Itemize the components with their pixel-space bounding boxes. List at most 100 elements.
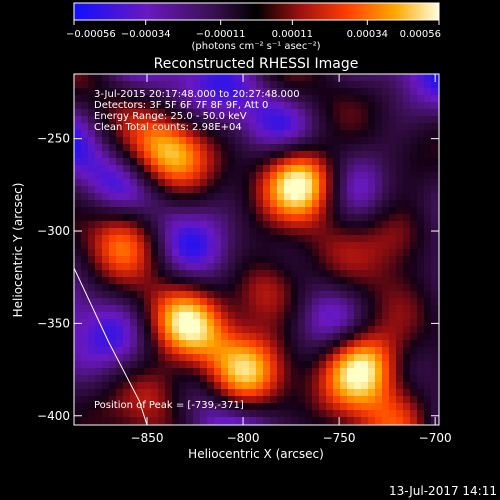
heatmap-cell bbox=[284, 116, 291, 123]
heatmap-cell bbox=[361, 368, 368, 375]
heatmap-cell bbox=[270, 95, 277, 102]
heatmap-cell bbox=[158, 214, 165, 221]
heatmap-cell bbox=[95, 137, 102, 144]
heatmap-cell bbox=[109, 256, 116, 263]
heatmap-cell bbox=[396, 214, 403, 221]
heatmap-cell bbox=[431, 298, 438, 305]
heatmap-cell bbox=[270, 242, 277, 249]
heatmap-cell bbox=[424, 102, 431, 109]
heatmap-cell bbox=[382, 249, 389, 256]
heatmap-cell bbox=[193, 242, 200, 249]
heatmap-cell bbox=[263, 277, 270, 284]
heatmap-cell bbox=[375, 144, 382, 151]
heatmap-cell bbox=[291, 228, 298, 235]
heatmap-cell bbox=[270, 235, 277, 242]
heatmap-cell bbox=[326, 340, 333, 347]
heatmap-cell bbox=[102, 312, 109, 319]
heatmap-cell bbox=[116, 291, 123, 298]
heatmap-cell bbox=[368, 333, 375, 340]
heatmap-cell bbox=[396, 74, 403, 81]
heatmap-cell bbox=[326, 277, 333, 284]
heatmap-cell bbox=[403, 137, 410, 144]
heatmap-cell bbox=[102, 74, 109, 81]
heatmap-cell bbox=[403, 207, 410, 214]
heatmap-cell bbox=[116, 221, 123, 228]
heatmap-cell bbox=[382, 319, 389, 326]
heatmap-cell bbox=[221, 81, 228, 88]
heatmap-cell bbox=[102, 326, 109, 333]
heatmap-cell bbox=[116, 95, 123, 102]
heatmap-cell bbox=[249, 242, 256, 249]
heatmap-cell bbox=[144, 193, 151, 200]
heatmap-cell bbox=[270, 312, 277, 319]
heatmap-cell bbox=[312, 172, 319, 179]
heatmap-cell bbox=[109, 102, 116, 109]
heatmap-cell bbox=[151, 375, 158, 382]
heatmap-cell bbox=[242, 368, 249, 375]
heatmap-cell bbox=[361, 186, 368, 193]
heatmap-cell bbox=[88, 354, 95, 361]
heatmap-cell bbox=[165, 354, 172, 361]
heatmap-cell bbox=[242, 270, 249, 277]
heatmap-cell bbox=[291, 144, 298, 151]
heatmap-cell bbox=[340, 81, 347, 88]
heatmap-cell bbox=[389, 263, 396, 270]
heatmap-cell bbox=[221, 123, 228, 130]
heatmap-cell bbox=[284, 200, 291, 207]
heatmap-cell bbox=[340, 403, 347, 410]
heatmap-cell bbox=[368, 368, 375, 375]
heatmap-cell bbox=[165, 417, 172, 424]
heatmap-cell bbox=[151, 235, 158, 242]
heatmap-cell bbox=[242, 249, 249, 256]
heatmap-cell bbox=[424, 228, 431, 235]
heatmap-cell bbox=[95, 179, 102, 186]
heatmap-cell bbox=[284, 389, 291, 396]
heatmap-cell bbox=[151, 102, 158, 109]
heatmap-cell bbox=[270, 165, 277, 172]
heatmap-cell bbox=[116, 263, 123, 270]
heatmap-cell bbox=[109, 382, 116, 389]
heatmap-cell bbox=[368, 389, 375, 396]
heatmap-cell bbox=[144, 333, 151, 340]
heatmap-cell bbox=[137, 417, 144, 424]
heatmap-cell bbox=[116, 193, 123, 200]
heatmap-cell bbox=[305, 102, 312, 109]
heatmap-cell bbox=[165, 375, 172, 382]
heatmap-cell bbox=[123, 102, 130, 109]
heatmap-cell bbox=[186, 305, 193, 312]
heatmap-cell bbox=[347, 165, 354, 172]
heatmap-cell bbox=[151, 221, 158, 228]
heatmap-cell bbox=[417, 368, 424, 375]
heatmap-cell bbox=[382, 284, 389, 291]
heatmap-cell bbox=[326, 256, 333, 263]
heatmap-cell bbox=[396, 347, 403, 354]
heatmap-cell bbox=[88, 284, 95, 291]
heatmap-cell bbox=[74, 235, 81, 242]
heatmap-cell bbox=[74, 214, 81, 221]
heatmap-cell bbox=[361, 375, 368, 382]
heatmap-cell bbox=[256, 277, 263, 284]
heatmap-cell bbox=[123, 312, 130, 319]
heatmap-cell bbox=[193, 368, 200, 375]
heatmap-cell bbox=[333, 375, 340, 382]
heatmap-cell bbox=[207, 312, 214, 319]
heatmap-cell bbox=[95, 256, 102, 263]
heatmap-cell bbox=[249, 277, 256, 284]
heatmap-cell bbox=[389, 277, 396, 284]
heatmap-cell bbox=[207, 158, 214, 165]
heatmap-cell bbox=[88, 277, 95, 284]
chart-title: Reconstructed RHESSI Image bbox=[154, 56, 359, 72]
heatmap-cell bbox=[235, 270, 242, 277]
heatmap-cell bbox=[417, 361, 424, 368]
heatmap-cell bbox=[123, 193, 130, 200]
heatmap-cell bbox=[403, 354, 410, 361]
heatmap-cell bbox=[102, 382, 109, 389]
heatmap-cell bbox=[102, 361, 109, 368]
heatmap-cell bbox=[368, 123, 375, 130]
heatmap-cell bbox=[298, 410, 305, 417]
heatmap-cell bbox=[123, 361, 130, 368]
heatmap-cell bbox=[144, 186, 151, 193]
heatmap-cell bbox=[214, 95, 221, 102]
heatmap-cell bbox=[144, 88, 151, 95]
heatmap-cell bbox=[221, 235, 228, 242]
